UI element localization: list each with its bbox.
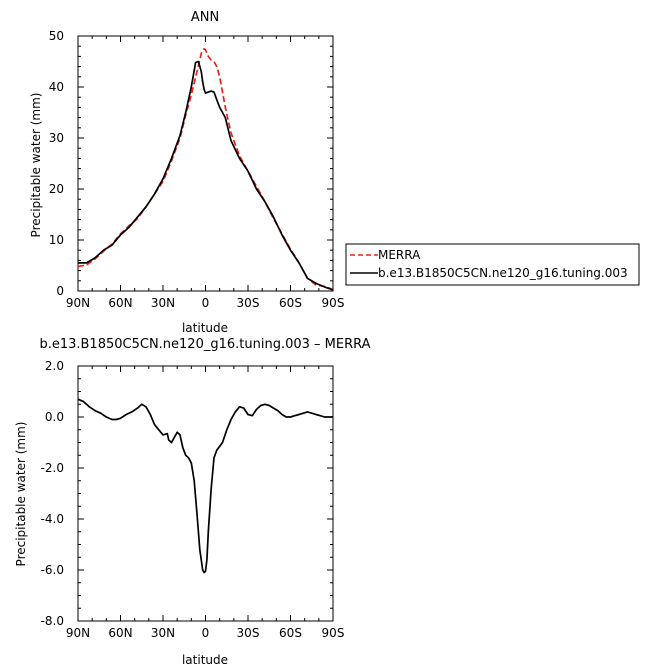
bottom-y-tick-label: 0.0 <box>45 410 64 424</box>
top-x-axis-label: latitude <box>182 321 228 335</box>
bottom-y-axis-label: Precipitable water (mm) <box>14 422 28 567</box>
bottom-y-tick-label: -8.0 <box>41 614 64 628</box>
bottom-y-tick-label: -6.0 <box>41 563 64 577</box>
bottom-plot-frame <box>77 365 334 622</box>
top-series-line-1 <box>78 60 334 291</box>
top-plot-area: 90N 60N 30N 0 30S 60S 90S 0 10 20 30 40 50 <box>49 29 345 310</box>
bottom-x-tick-label: 90N <box>66 626 90 640</box>
bottom-plot-area: 90N 60N 30N 0 30S 60S 90S 2.0 0.0 -2.0 -4.0 -6.0 -8.… <box>41 359 345 640</box>
bottom-x-tick-label: 60N <box>108 626 132 640</box>
top-y-tick-label: 20 <box>49 182 64 196</box>
top-x-tick-label: 90S <box>322 296 345 310</box>
legend-label-model: b.e13.B1850C5CN.ne120_g16.tuning.003 <box>378 266 628 280</box>
bottom-chart-title: b.e13.B1850C5CN.ne120_g16.tuning.003 – M… <box>39 337 370 352</box>
top-chart-title: ANN <box>191 10 219 25</box>
bottom-x-tick-label: 0 <box>202 626 210 640</box>
top-plot-frame <box>77 35 334 292</box>
top-x-tick-label: 30S <box>237 296 260 310</box>
bottom-x-tick-label: 30N <box>151 626 175 640</box>
top-x-tick-label: 30N <box>151 296 175 310</box>
bottom-y-tick-label: 2.0 <box>45 359 64 373</box>
legend: MERRA b.e13.B1850C5CN.ne120_g16.tuning.0… <box>345 243 640 286</box>
top-x-tick-label: 90N <box>66 296 90 310</box>
top-x-tick-label: 0 <box>202 296 210 310</box>
top-series-line-0 <box>77 47 334 291</box>
bottom-y-tick-label: -2.0 <box>41 461 64 475</box>
top-panel: ANN 90N 60N 30N 0 30S 60S 90S 0 10 20 30 40 50 latit… <box>29 10 344 335</box>
bottom-series-line-0 <box>77 398 333 574</box>
bottom-x-axis-label: latitude <box>182 653 228 667</box>
bottom-x-tick-label: 30S <box>237 626 260 640</box>
top-x-tick-label: 60S <box>279 296 302 310</box>
bottom-panel: b.e13.B1850C5CN.ne120_g16.tuning.003 – M… <box>14 337 371 667</box>
top-y-tick-label: 10 <box>49 233 64 247</box>
bottom-x-tick-label: 90S <box>322 626 345 640</box>
top-y-tick-label: 40 <box>49 80 64 94</box>
top-x-tick-label: 60N <box>108 296 132 310</box>
top-y-tick-label: 0 <box>56 284 64 298</box>
top-y-tick-label: 30 <box>49 131 64 145</box>
legend-box <box>345 243 640 286</box>
top-y-tick-label: 50 <box>49 29 64 43</box>
top-y-axis-label: Precipitable water (mm) <box>29 93 43 238</box>
legend-label-merra: MERRA <box>378 248 421 262</box>
bottom-y-tick-label: -4.0 <box>41 512 64 526</box>
bottom-x-tick-label: 60S <box>279 626 302 640</box>
